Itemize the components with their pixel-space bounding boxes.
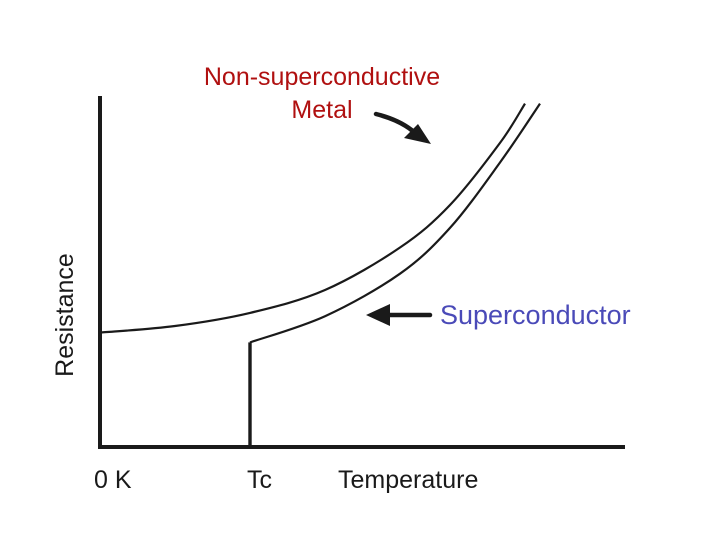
curves-group: [99, 102, 541, 447]
metal-arrow: [373, 111, 431, 144]
metal-label-line-2: Metal: [291, 96, 352, 124]
metal-curve: [99, 103, 526, 334]
metal-label-line-1: Non-superconductive: [204, 63, 440, 91]
y-axis-title: Resistance: [51, 253, 79, 377]
x-tick-tc: Tc: [247, 466, 272, 494]
x-axis-title: Temperature: [338, 466, 478, 494]
superconductor-curve: [249, 102, 541, 344]
superconductor-label: Superconductor: [440, 300, 631, 330]
superconductor-arrow: [366, 304, 433, 326]
x-tick-0k: 0 K: [94, 466, 132, 494]
